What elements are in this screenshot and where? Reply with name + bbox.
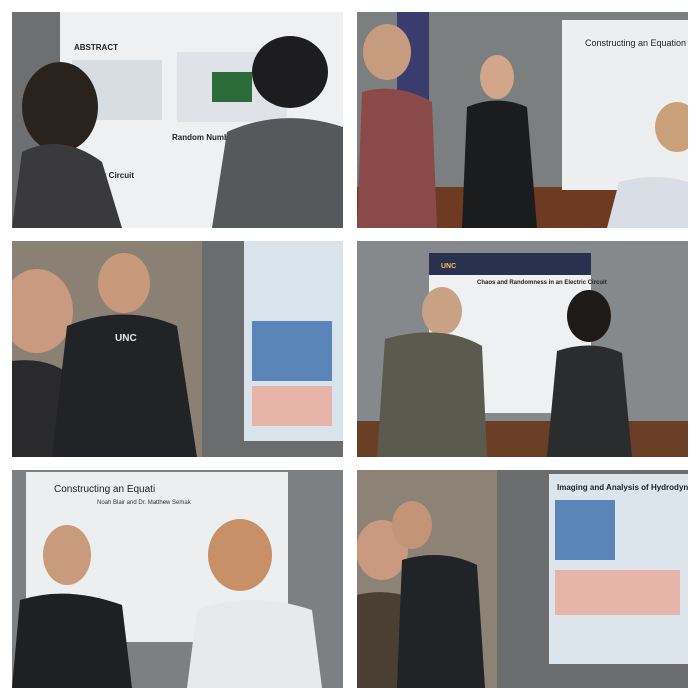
poster-title: Constructing an Equation of State for bbox=[585, 38, 688, 48]
shirt-logo: UNC bbox=[115, 333, 137, 344]
person-hair bbox=[567, 290, 611, 342]
poster-block bbox=[555, 500, 615, 560]
photo-panel: UNC bbox=[12, 241, 343, 457]
person-head bbox=[422, 287, 462, 335]
person-jacket bbox=[12, 144, 122, 228]
person-head bbox=[655, 102, 688, 152]
poster-block bbox=[252, 321, 332, 381]
person-head bbox=[480, 55, 514, 99]
person-head bbox=[363, 24, 411, 80]
poster-image bbox=[212, 72, 252, 102]
person-shirt bbox=[397, 555, 485, 688]
person-suit bbox=[462, 100, 537, 228]
poster-authors: Noah Blair and Dr. Matthew Semak bbox=[97, 500, 192, 506]
poster-block bbox=[252, 386, 332, 426]
person-shirt bbox=[377, 332, 487, 457]
poster-title: Chaos and Randomness in an Electric Circ… bbox=[477, 280, 607, 286]
poster-heading: Random Number Generator bbox=[172, 133, 277, 142]
person-jacket bbox=[547, 345, 632, 457]
photo-panel: Imaging and Analysis of Hydrodynamic Qua… bbox=[357, 470, 688, 688]
poster-heading: ABSTRACT bbox=[74, 43, 118, 52]
photo-panel: Constructing an Equati Noah Blair and Dr… bbox=[12, 470, 343, 688]
person-shirt bbox=[607, 177, 688, 228]
photo-panel: UNC Chaos and Randomness in an Electric … bbox=[357, 241, 688, 457]
person-head bbox=[392, 501, 432, 549]
person-shirt bbox=[357, 88, 437, 228]
person-head bbox=[43, 525, 91, 585]
poster-title: Constructing an Equati bbox=[54, 484, 155, 495]
person-hair bbox=[22, 62, 98, 152]
person-jacket bbox=[212, 118, 343, 228]
person-cap bbox=[252, 36, 328, 108]
person-shirt bbox=[52, 314, 197, 457]
poster-logo: UNC bbox=[441, 263, 456, 270]
poster-block bbox=[555, 570, 680, 615]
person-head bbox=[12, 269, 73, 353]
person-head bbox=[208, 519, 272, 591]
photo-panel: Constructing an Equation of State for bbox=[357, 12, 688, 228]
person-suit bbox=[12, 593, 132, 688]
poster-heading: Chaos Circuit bbox=[82, 171, 134, 180]
poster-title: Imaging and Analysis of Hydrodynamic Qua… bbox=[557, 483, 688, 492]
person-shirt bbox=[187, 600, 322, 688]
photo-panel: ABSTRACT Random Number Generator Chaos C… bbox=[12, 12, 343, 228]
person-head bbox=[98, 253, 150, 313]
poster-header bbox=[429, 253, 591, 275]
